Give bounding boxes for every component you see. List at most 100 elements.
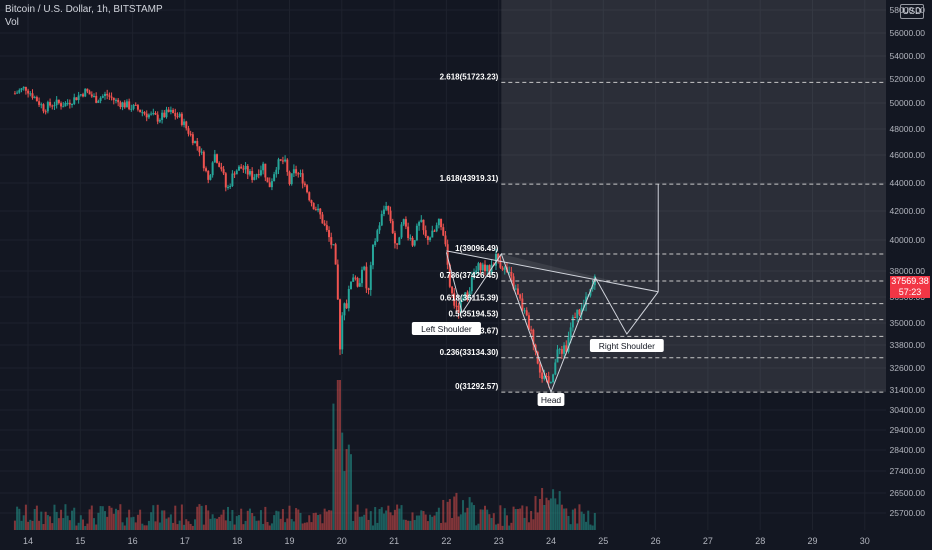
volume-bar — [163, 510, 166, 530]
volume-bar — [314, 512, 317, 530]
volume-bar — [488, 514, 491, 530]
volume-bar — [582, 513, 585, 530]
candle-body — [352, 277, 355, 282]
candle-body — [112, 97, 115, 101]
volume-bar — [143, 525, 146, 530]
volume-bar — [387, 505, 390, 530]
candle-body — [128, 101, 131, 110]
fib-level-label: 0.618(36115.39) — [440, 294, 499, 303]
candle-body — [16, 92, 19, 94]
volume-bar — [128, 509, 131, 530]
volume-bar — [187, 521, 190, 530]
volume-bar — [328, 510, 331, 530]
candle-body — [176, 116, 179, 118]
volume-bar — [301, 523, 304, 530]
volume-bar — [545, 497, 548, 530]
candle-body — [290, 173, 293, 185]
volume-bar — [352, 520, 355, 530]
candle-body — [174, 113, 177, 117]
volume-bar — [273, 515, 276, 530]
candle-body — [60, 103, 63, 107]
candle-body — [281, 160, 284, 162]
candle-body — [119, 102, 122, 108]
candle-body — [187, 128, 190, 134]
time-tick-label: 19 — [284, 536, 294, 546]
candle-body — [178, 113, 181, 117]
candle-body — [420, 219, 423, 223]
candle-body — [299, 173, 302, 175]
volume-bar — [468, 497, 471, 530]
volume-bar — [169, 514, 172, 530]
volume-bar — [523, 517, 526, 530]
candle-body — [18, 90, 21, 93]
volume-bar — [360, 516, 363, 530]
time-tick-label: 16 — [128, 536, 138, 546]
time-tick-label: 28 — [755, 536, 765, 546]
volume-bar — [112, 513, 115, 530]
candle-body — [114, 99, 117, 101]
candle-body — [477, 263, 480, 271]
candle-body — [207, 170, 210, 180]
candle-body — [391, 221, 394, 234]
candle-body — [347, 289, 350, 309]
left-shoulder-label-box — [411, 322, 481, 335]
volume-bar — [552, 489, 555, 530]
volume-bar — [101, 506, 104, 530]
candle-body — [90, 94, 93, 97]
volume-bar — [229, 521, 232, 530]
candle-body — [530, 329, 533, 331]
candle-body — [547, 376, 550, 383]
price-axis[interactable]: 58000.00 56000.00 54000.00 52000.00 50000.00… — [886, 0, 932, 550]
volume-bar — [527, 522, 530, 530]
volume-bar — [519, 508, 522, 530]
candle-body — [473, 274, 476, 278]
volume-bar — [481, 509, 484, 530]
candle-body — [46, 102, 49, 112]
time-tick-label: 18 — [232, 536, 242, 546]
candle-body — [97, 100, 100, 103]
candle-body — [108, 95, 111, 97]
candle-body — [237, 166, 240, 171]
candle-body — [33, 97, 36, 99]
currency-button[interactable]: USD — [900, 4, 924, 19]
volume-bars — [13, 380, 596, 530]
volume-bar — [176, 524, 179, 530]
volume-bar — [391, 515, 394, 530]
candle-body — [292, 169, 295, 174]
volume-bar — [145, 525, 148, 530]
candle-body — [121, 102, 124, 108]
volume-bar — [31, 520, 34, 530]
candle-body — [448, 264, 451, 287]
volume-bar — [525, 506, 528, 530]
volume-bar — [224, 520, 227, 530]
candle-body — [437, 218, 440, 226]
volume-bar — [516, 508, 519, 530]
volume-bar — [75, 525, 78, 530]
volume-bar — [310, 522, 313, 530]
candle-body — [321, 214, 324, 224]
candle-body — [565, 345, 568, 352]
price-tick-label: 26500.00 — [890, 488, 926, 498]
candle-body — [211, 162, 214, 176]
candle-body — [541, 372, 544, 379]
candle-body — [339, 299, 342, 350]
time-axis[interactable]: 14 15 16 17 18 19 20 21 22 23 24 25 26 27 28 29 30 — [0, 530, 932, 550]
volume-bar — [84, 525, 87, 530]
volume-bar — [483, 505, 486, 530]
candle-body — [84, 88, 87, 97]
candle-body — [508, 271, 511, 273]
candle-body — [222, 169, 225, 174]
volume-bar — [508, 525, 511, 530]
candle-body — [106, 93, 109, 96]
candle-body — [431, 230, 434, 238]
volume-bar — [244, 520, 247, 530]
time-tick-label: 21 — [389, 536, 399, 546]
candle-body — [433, 230, 436, 232]
candle-body — [205, 168, 208, 171]
candle-body — [257, 174, 260, 176]
candle-body — [101, 96, 104, 98]
volume-bar — [284, 522, 287, 530]
volume-bar — [60, 509, 63, 530]
